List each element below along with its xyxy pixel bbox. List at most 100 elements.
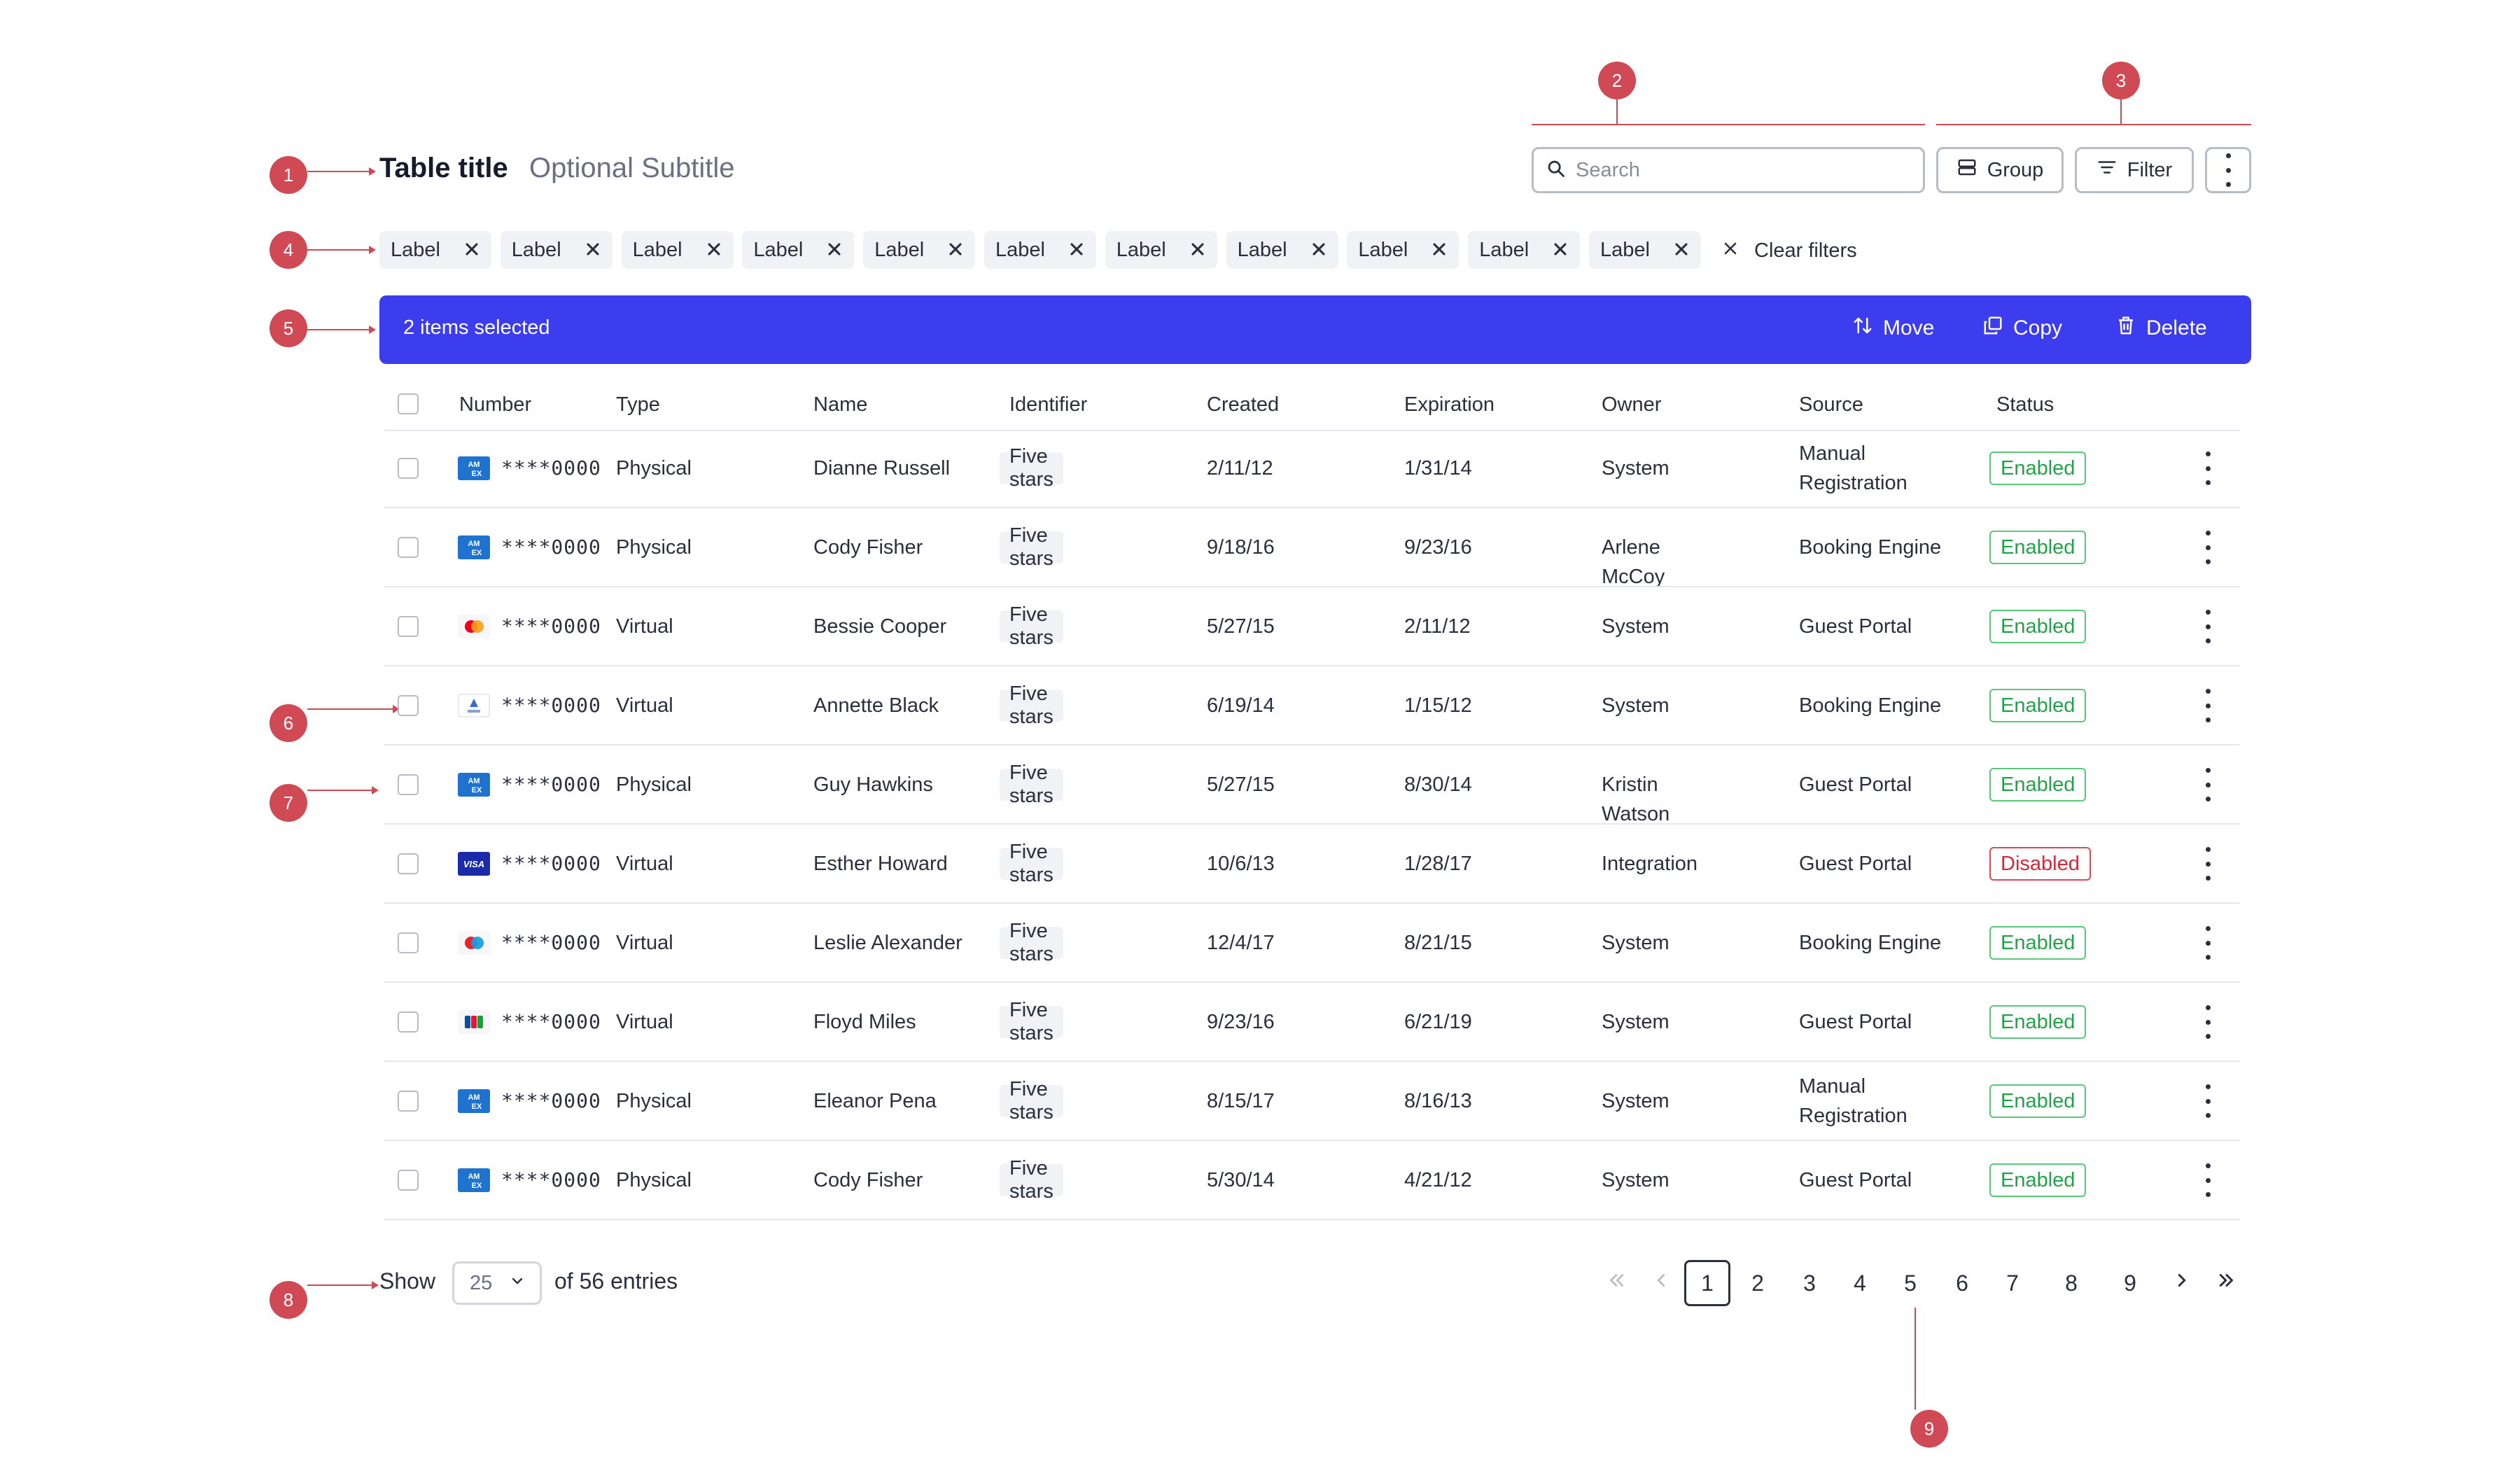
expiration-date: 8/30/14 <box>1404 774 1472 796</box>
identifier-tag: Five stars <box>1000 762 1063 807</box>
close-icon[interactable] <box>946 239 965 259</box>
first-page-button[interactable] <box>1593 1260 1639 1306</box>
svg-text:EX: EX <box>472 786 482 794</box>
search-input[interactable] <box>1576 158 1898 182</box>
created-date: 5/27/15 <box>1207 774 1275 796</box>
row-divider <box>384 1219 2240 1220</box>
move-button[interactable]: Move <box>1852 315 1934 342</box>
trash-icon <box>2115 315 2136 342</box>
row-actions-icon[interactable] <box>2204 689 2212 722</box>
page-button[interactable]: 8 <box>2065 1270 2078 1296</box>
close-icon[interactable] <box>1429 239 1449 259</box>
column-header[interactable]: Identifier <box>1009 393 1088 416</box>
row-actions-icon[interactable] <box>2204 1163 2212 1197</box>
page-button[interactable]: 3 <box>1803 1270 1816 1296</box>
expiration-date: 1/15/12 <box>1404 694 1472 717</box>
row-actions-icon[interactable] <box>2204 768 2212 802</box>
page-button[interactable]: 6 <box>1956 1270 1968 1296</box>
column-header[interactable]: Type <box>616 393 660 416</box>
column-header[interactable]: Number <box>459 393 532 416</box>
page-button[interactable]: 5 <box>1904 1270 1917 1296</box>
filter-chip-label: Label <box>1479 238 1530 261</box>
copy-button[interactable]: Copy <box>1982 315 2062 342</box>
annotation-line <box>1616 99 1618 125</box>
row-checkbox[interactable] <box>398 537 419 558</box>
owner: System <box>1602 1169 1670 1191</box>
page-button[interactable]: 2 <box>1751 1270 1764 1296</box>
selection-count: 2 items selected <box>403 316 550 339</box>
row-divider <box>384 902 2240 904</box>
row-actions-icon[interactable] <box>2204 1084 2212 1118</box>
row-checkbox[interactable] <box>398 853 419 874</box>
row-actions-icon[interactable] <box>2204 531 2212 564</box>
filter-chip-label: Label <box>1358 238 1408 261</box>
clear-filters-button[interactable]: Clear filters <box>1722 233 1857 268</box>
row-divider <box>384 744 2240 746</box>
column-header[interactable]: Owner <box>1602 393 1662 416</box>
select-all-checkbox[interactable] <box>398 393 419 414</box>
created-date: 2/11/12 <box>1207 457 1273 479</box>
row-actions-icon[interactable] <box>2204 847 2212 881</box>
last-page-button[interactable] <box>2204 1260 2250 1306</box>
card-brand-icon: AM EX <box>458 456 490 480</box>
row-checkbox[interactable] <box>398 458 419 479</box>
previous-page-button[interactable] <box>1638 1260 1684 1306</box>
close-icon[interactable] <box>583 239 603 259</box>
filter-chip: Label <box>500 231 612 269</box>
delete-button[interactable]: Delete <box>2115 315 2207 342</box>
row-checkbox[interactable] <box>398 774 419 795</box>
row-actions-icon[interactable] <box>2204 926 2212 960</box>
move-icon <box>1852 315 1873 342</box>
close-icon[interactable] <box>825 239 844 259</box>
more-options-button[interactable] <box>2205 147 2251 193</box>
filter-chip: Label <box>379 231 491 269</box>
page-button-current[interactable]: 1 <box>1684 1260 1730 1306</box>
close-icon[interactable] <box>1550 239 1570 259</box>
status-badge: Enabled <box>1989 768 2087 802</box>
status-badge: Enabled <box>1989 451 2087 485</box>
card-number: ****0000 <box>501 694 601 717</box>
column-header[interactable]: Name <box>813 393 868 416</box>
group-icon <box>1956 157 1977 183</box>
move-label: Move <box>1883 316 1935 340</box>
filter-chip-label: Label <box>995 238 1045 261</box>
filter-label: Filter <box>2127 158 2173 181</box>
row-checkbox[interactable] <box>398 1011 419 1032</box>
group-button[interactable]: Group <box>1936 147 2064 193</box>
row-checkbox[interactable] <box>398 616 419 637</box>
close-icon[interactable] <box>704 239 724 259</box>
source: Guest Portal <box>1799 1169 1912 1191</box>
row-checkbox[interactable] <box>398 932 419 953</box>
column-header[interactable]: Source <box>1799 393 1863 416</box>
next-page-button[interactable] <box>2159 1260 2205 1306</box>
column-header[interactable]: Status <box>1996 393 2054 416</box>
close-icon[interactable] <box>1188 239 1208 259</box>
column-header[interactable]: Created <box>1207 393 1280 416</box>
column-header[interactable]: Expiration <box>1404 393 1494 416</box>
show-label: Show <box>379 1268 436 1294</box>
search-field[interactable] <box>1532 147 1925 193</box>
page-button[interactable]: 4 <box>1854 1270 1866 1296</box>
source: Guest Portal <box>1799 615 1912 638</box>
row-checkbox[interactable] <box>398 1170 419 1191</box>
close-icon[interactable] <box>1067 239 1086 259</box>
clear-filters-label: Clear filters <box>1754 239 1857 262</box>
row-divider <box>384 1140 2240 1141</box>
filter-button[interactable]: Filter <box>2075 147 2194 193</box>
page-button[interactable]: 9 <box>2124 1270 2136 1296</box>
entries-count: of 56 entries <box>554 1268 678 1294</box>
identifier-tag: Five stars <box>1000 682 1063 728</box>
close-icon[interactable] <box>462 239 482 259</box>
card-type: Virtual <box>616 1011 673 1033</box>
row-checkbox[interactable] <box>398 695 419 716</box>
close-icon[interactable] <box>1309 239 1329 259</box>
row-actions-icon[interactable] <box>2204 610 2212 643</box>
row-actions-icon[interactable] <box>2204 451 2212 485</box>
row-checkbox[interactable] <box>398 1091 419 1112</box>
page-button[interactable]: 7 <box>2006 1270 2019 1296</box>
row-actions-icon[interactable] <box>2204 1005 2212 1039</box>
page-size-select[interactable]: 25 <box>452 1261 542 1305</box>
expiration-date: 1/31/14 <box>1404 457 1472 479</box>
close-icon[interactable] <box>1672 239 1691 259</box>
filter-chip: Label <box>1105 231 1217 269</box>
